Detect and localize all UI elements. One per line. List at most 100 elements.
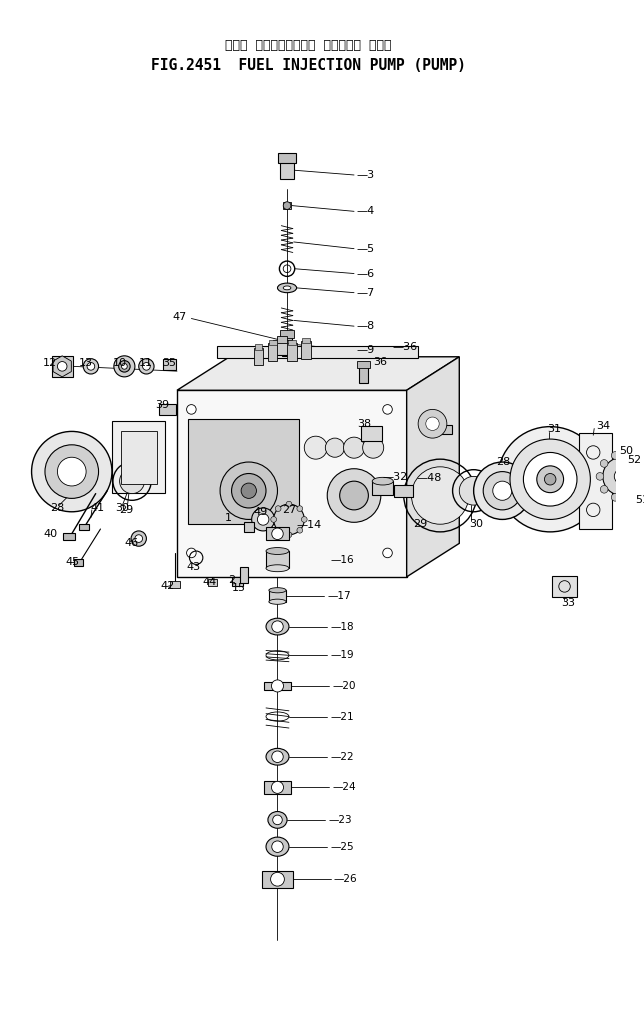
Circle shape xyxy=(53,358,71,375)
Text: 10: 10 xyxy=(113,358,127,367)
Bar xyxy=(394,485,413,497)
Circle shape xyxy=(45,445,99,499)
Circle shape xyxy=(57,362,67,371)
Ellipse shape xyxy=(266,619,289,635)
Polygon shape xyxy=(579,433,612,529)
Bar xyxy=(272,340,292,355)
Circle shape xyxy=(325,438,345,457)
Ellipse shape xyxy=(269,588,286,593)
Circle shape xyxy=(59,363,66,370)
Circle shape xyxy=(275,506,281,511)
Bar xyxy=(63,532,75,540)
Text: フェル  インジェクション  ポンプ・・  ポンプ: フェル インジェクション ポンプ・・ ポンプ xyxy=(225,40,392,52)
Circle shape xyxy=(270,516,276,522)
Circle shape xyxy=(625,494,632,501)
Text: 2: 2 xyxy=(228,575,235,585)
Text: 46: 46 xyxy=(124,538,138,549)
Circle shape xyxy=(625,451,632,459)
Polygon shape xyxy=(189,419,299,524)
Text: 13: 13 xyxy=(79,358,93,367)
Circle shape xyxy=(286,532,292,537)
Text: 47: 47 xyxy=(173,311,187,321)
Text: 43: 43 xyxy=(187,563,201,572)
Circle shape xyxy=(412,466,469,524)
Circle shape xyxy=(118,361,130,372)
Circle shape xyxy=(120,468,144,494)
Circle shape xyxy=(272,841,283,853)
Ellipse shape xyxy=(269,599,286,604)
Text: —48: —48 xyxy=(416,474,442,484)
Ellipse shape xyxy=(266,838,289,856)
Circle shape xyxy=(473,462,531,519)
Text: —17: —17 xyxy=(327,591,351,601)
Text: 42: 42 xyxy=(161,581,175,591)
Text: 35: 35 xyxy=(163,358,176,367)
Circle shape xyxy=(611,451,619,459)
Text: —19: —19 xyxy=(330,650,354,660)
Circle shape xyxy=(493,482,512,500)
Ellipse shape xyxy=(266,748,289,766)
Text: —14: —14 xyxy=(297,520,322,530)
Bar xyxy=(217,346,418,358)
Circle shape xyxy=(537,465,564,493)
Circle shape xyxy=(459,477,488,505)
Bar xyxy=(269,340,276,346)
Text: 11: 11 xyxy=(138,358,153,367)
Circle shape xyxy=(270,872,285,886)
Circle shape xyxy=(138,359,154,374)
Circle shape xyxy=(636,459,643,467)
Polygon shape xyxy=(177,357,459,390)
Circle shape xyxy=(272,680,283,692)
Circle shape xyxy=(131,531,146,547)
Bar xyxy=(208,579,217,586)
Circle shape xyxy=(87,363,95,370)
Circle shape xyxy=(114,356,135,377)
Circle shape xyxy=(297,527,303,533)
Bar xyxy=(278,336,287,344)
Bar xyxy=(361,426,382,441)
Text: —9: —9 xyxy=(357,345,375,355)
Bar xyxy=(120,431,157,484)
Bar xyxy=(266,527,289,540)
Circle shape xyxy=(272,815,282,824)
Text: 33: 33 xyxy=(562,597,576,607)
Circle shape xyxy=(57,457,86,486)
Circle shape xyxy=(510,439,591,519)
Bar xyxy=(264,682,291,690)
Circle shape xyxy=(187,549,196,558)
Circle shape xyxy=(636,487,643,495)
Bar xyxy=(282,333,292,356)
Text: 30: 30 xyxy=(469,519,483,529)
Text: —5: —5 xyxy=(357,243,375,254)
Bar xyxy=(232,577,243,586)
Circle shape xyxy=(301,516,307,522)
Circle shape xyxy=(426,417,439,431)
Text: —3: —3 xyxy=(357,170,375,179)
Text: —22: —22 xyxy=(330,751,354,762)
Circle shape xyxy=(603,457,641,496)
Text: 12: 12 xyxy=(43,358,57,367)
Circle shape xyxy=(122,363,128,369)
Bar xyxy=(262,871,293,888)
Circle shape xyxy=(383,405,392,414)
Circle shape xyxy=(524,452,577,506)
Circle shape xyxy=(220,462,278,519)
Text: 31: 31 xyxy=(547,424,562,434)
Text: 51: 51 xyxy=(636,495,644,505)
Bar xyxy=(159,404,176,415)
Circle shape xyxy=(339,482,368,510)
Ellipse shape xyxy=(266,548,289,555)
Circle shape xyxy=(241,483,256,499)
Ellipse shape xyxy=(283,286,291,290)
Circle shape xyxy=(275,527,281,533)
Text: 27: 27 xyxy=(282,505,296,515)
Bar xyxy=(254,348,263,365)
Circle shape xyxy=(286,501,292,507)
Text: FIG.2451  FUEL INJECTION PUMP (PUMP): FIG.2451 FUEL INJECTION PUMP (PUMP) xyxy=(151,58,466,73)
Circle shape xyxy=(283,202,291,210)
Text: —20: —20 xyxy=(332,681,355,691)
Circle shape xyxy=(297,506,303,511)
Bar xyxy=(288,340,296,346)
Circle shape xyxy=(632,483,644,499)
Circle shape xyxy=(383,549,392,558)
